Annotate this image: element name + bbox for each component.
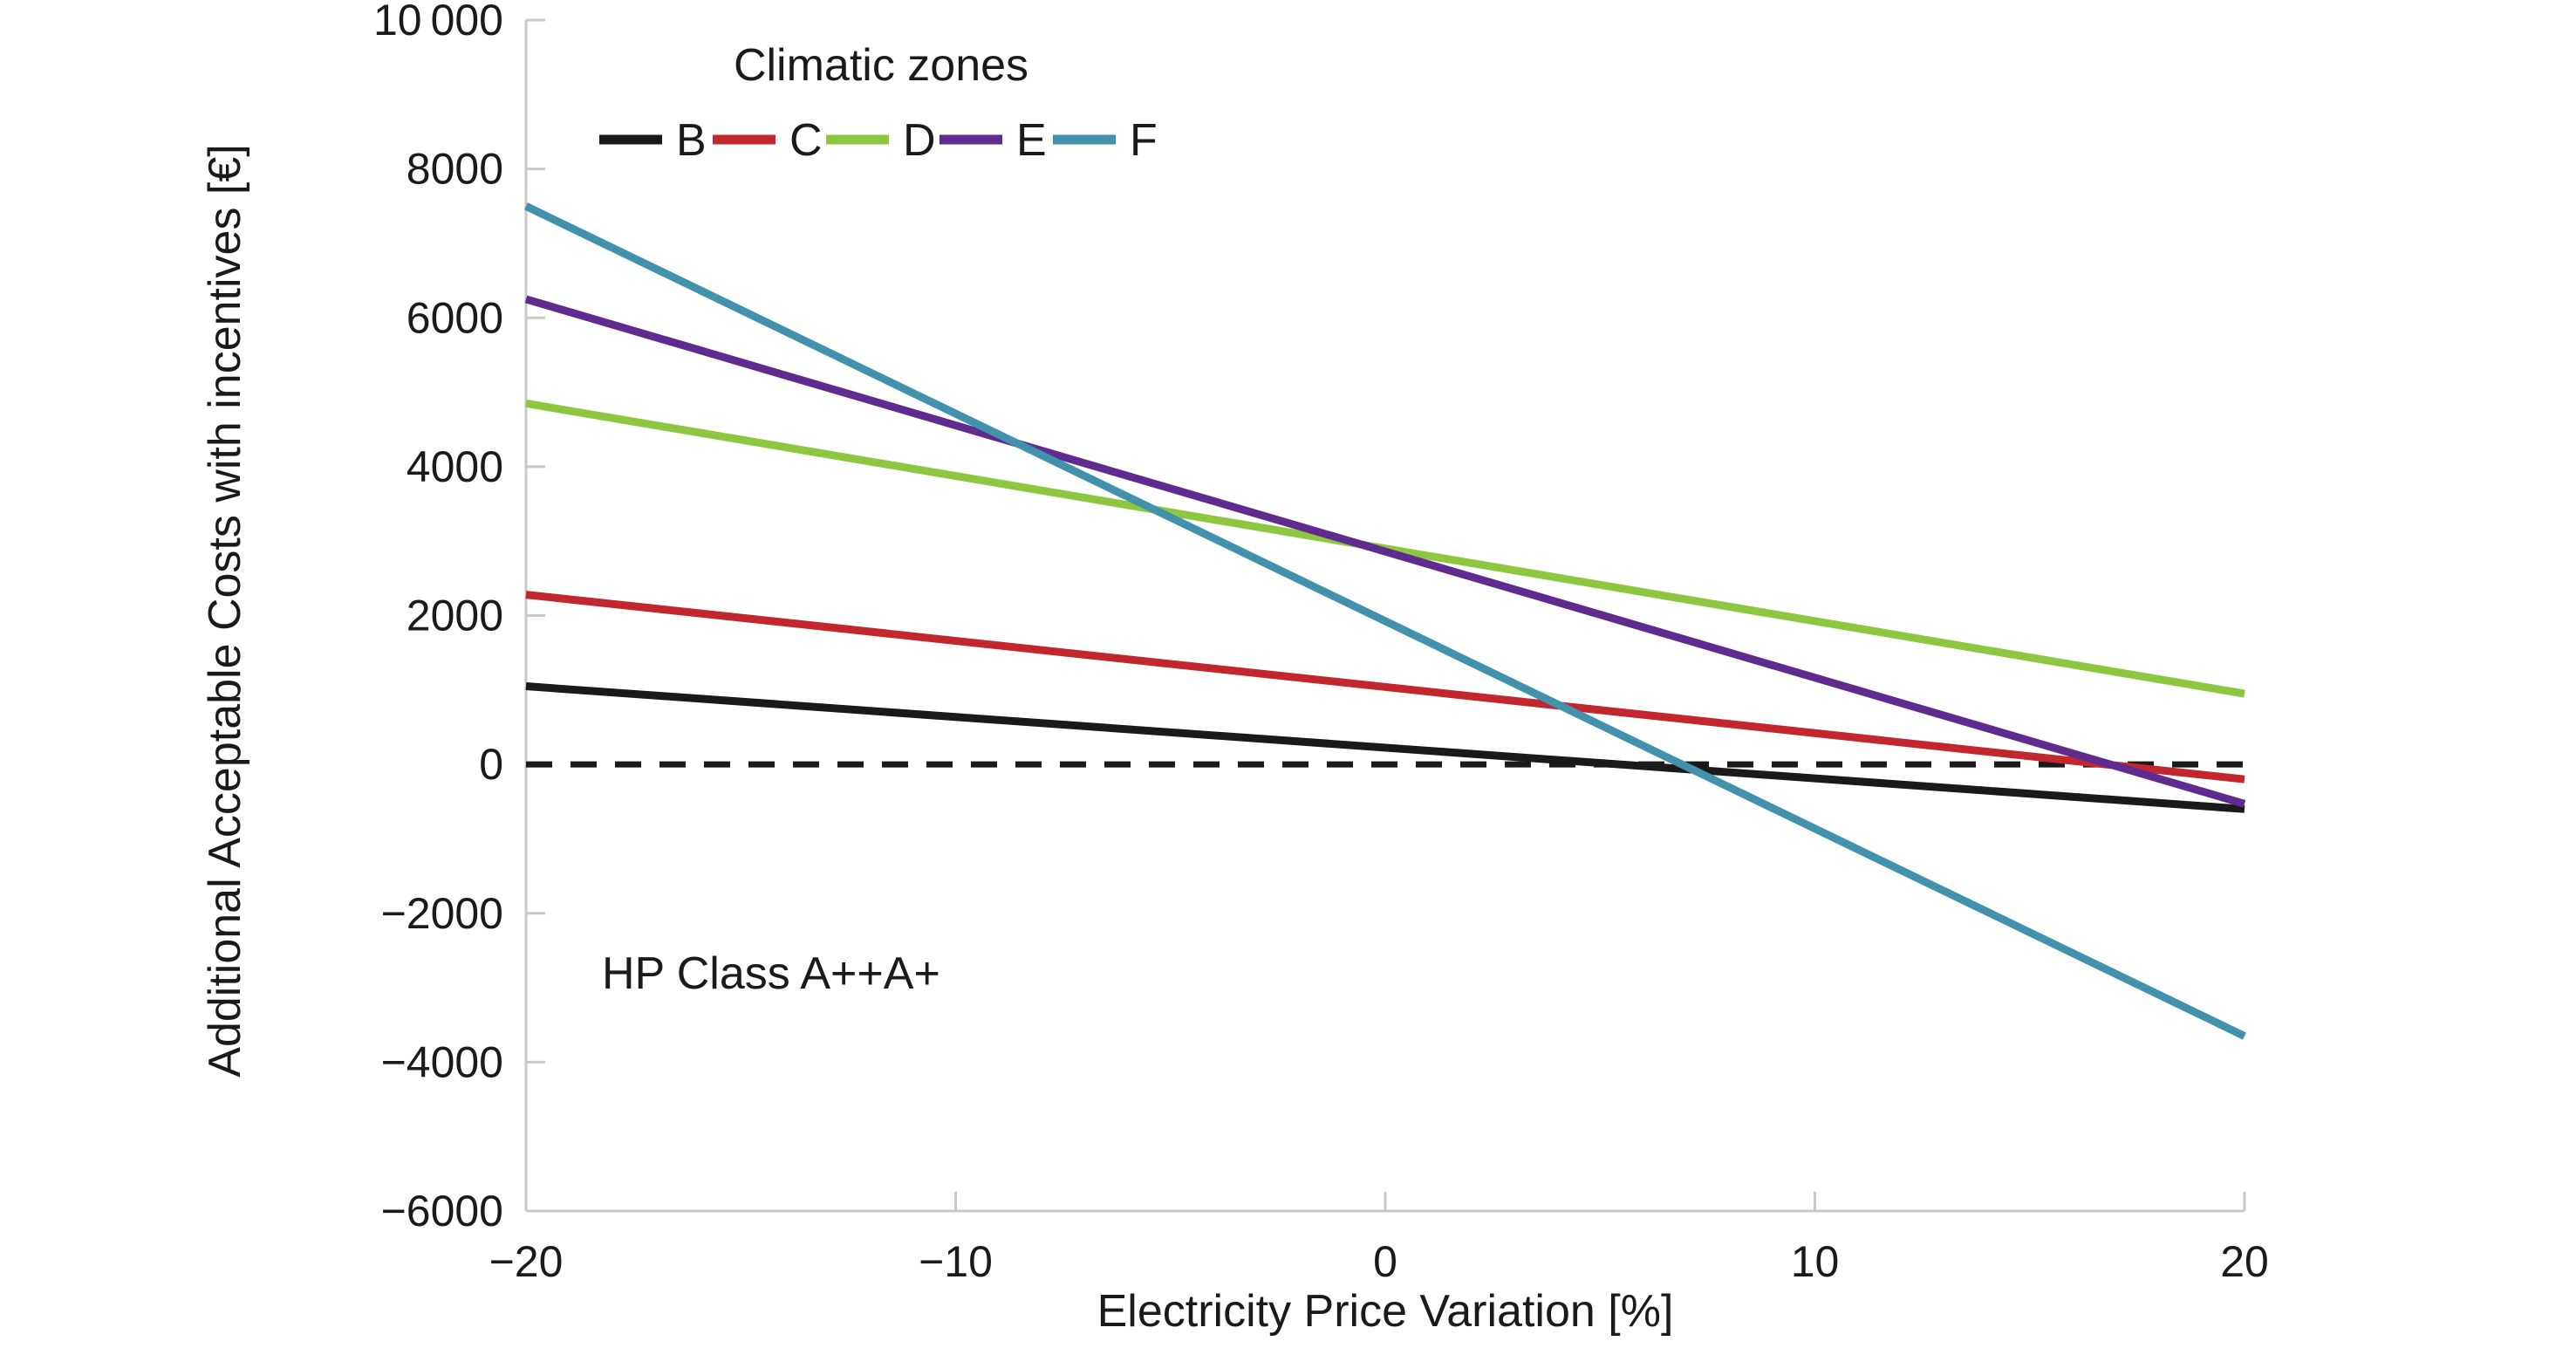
- x-tick-label: 0: [1373, 1237, 1397, 1286]
- series-line-C: [525, 591, 2245, 783]
- legend-label-E: E: [1016, 115, 1047, 166]
- x-axis-title: Electricity Price Variation [%]: [1097, 1286, 1674, 1337]
- axis-lines: [524, 20, 2245, 1213]
- y-tick-label: −6000: [381, 1187, 503, 1235]
- x-tick-label: −20: [489, 1237, 564, 1286]
- legend-items: B C D E F: [599, 115, 1158, 166]
- y-tick-label: −4000: [381, 1037, 503, 1086]
- y-tick-label: 2000: [407, 592, 503, 640]
- legend-label-D: D: [903, 115, 936, 166]
- y-tick-label: 10 000: [373, 0, 503, 44]
- legend: Climatic zones B C D E F: [599, 40, 1158, 166]
- series-line-E: [524, 295, 2246, 808]
- legend-label-C: C: [789, 115, 823, 166]
- series-line-B: [525, 682, 2245, 813]
- series-line-F: [524, 202, 2246, 1040]
- y-tick-label: 0: [479, 740, 503, 789]
- y-axis-ticks: 10 000 8000 6000 4000 2000 0 −2000 −4000 −6000: [373, 0, 545, 1235]
- y-axis-title: Additional Acceptable Costs with incenti…: [200, 144, 250, 1077]
- y-tick-label: 8000: [407, 145, 503, 194]
- y-tick-label: 4000: [407, 442, 503, 491]
- y-tick-label: 6000: [407, 293, 503, 342]
- hp-class-annotation: HP Class A++A+: [602, 948, 940, 999]
- x-axis-ticks: −20 −10 0 10 20: [489, 1192, 2269, 1286]
- series-lines: [524, 202, 2246, 1040]
- legend-label-B: B: [676, 115, 707, 166]
- x-tick-label: 20: [2220, 1237, 2269, 1286]
- x-tick-label: 10: [1791, 1237, 1840, 1286]
- y-tick-label: −2000: [381, 889, 503, 938]
- legend-title: Climatic zones: [734, 40, 1028, 91]
- legend-label-F: F: [1130, 115, 1158, 166]
- x-tick-label: −10: [919, 1237, 993, 1286]
